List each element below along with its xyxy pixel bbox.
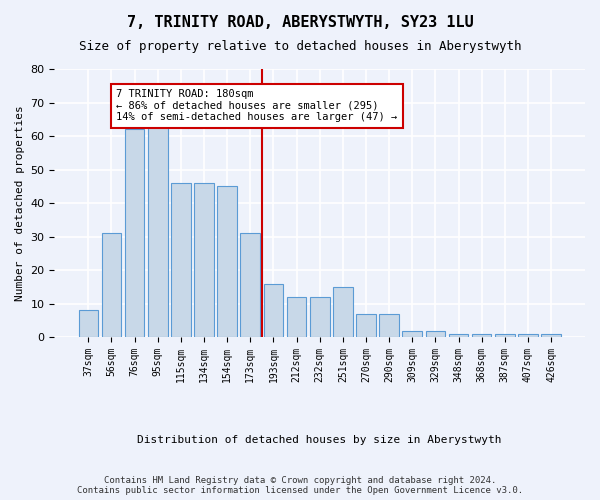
Bar	[171, 183, 191, 337]
Bar	[333, 287, 353, 337]
Text: 7 TRINITY ROAD: 180sqm
← 86% of detached houses are smaller (295)
14% of semi-de: 7 TRINITY ROAD: 180sqm ← 86% of detached…	[116, 89, 397, 122]
Bar	[287, 297, 307, 337]
Bar	[472, 334, 491, 337]
Bar	[125, 130, 145, 337]
Bar	[425, 330, 445, 337]
X-axis label: Distribution of detached houses by size in Aberystwyth: Distribution of detached houses by size …	[137, 435, 502, 445]
Bar	[263, 284, 283, 337]
Bar	[356, 314, 376, 337]
Bar	[217, 186, 237, 337]
Bar	[194, 183, 214, 337]
Bar	[310, 297, 329, 337]
Bar	[403, 330, 422, 337]
Bar	[79, 310, 98, 337]
Bar	[518, 334, 538, 337]
Bar	[148, 112, 167, 337]
Bar	[379, 314, 399, 337]
Bar	[495, 334, 515, 337]
Bar	[101, 234, 121, 337]
Bar	[449, 334, 469, 337]
Text: Size of property relative to detached houses in Aberystwyth: Size of property relative to detached ho…	[79, 40, 521, 53]
Bar	[241, 234, 260, 337]
Y-axis label: Number of detached properties: Number of detached properties	[15, 106, 25, 301]
Bar	[541, 334, 561, 337]
Text: Contains HM Land Registry data © Crown copyright and database right 2024.
Contai: Contains HM Land Registry data © Crown c…	[77, 476, 523, 495]
Text: 7, TRINITY ROAD, ABERYSTWYTH, SY23 1LU: 7, TRINITY ROAD, ABERYSTWYTH, SY23 1LU	[127, 15, 473, 30]
